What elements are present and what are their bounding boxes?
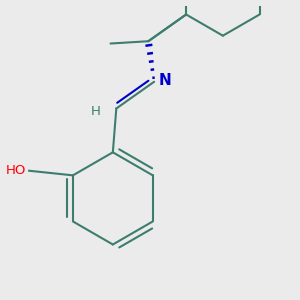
- Text: HO: HO: [5, 164, 26, 177]
- Text: H: H: [91, 106, 100, 118]
- Text: N: N: [159, 73, 172, 88]
